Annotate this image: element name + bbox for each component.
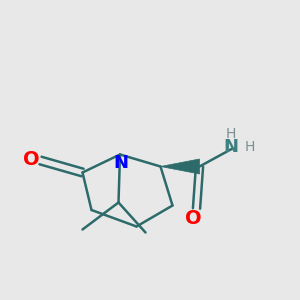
Text: O: O [22,150,39,169]
Text: H: H [245,140,255,154]
Polygon shape [160,159,200,174]
Text: O: O [184,209,201,229]
Text: N: N [224,138,238,156]
Text: H: H [226,127,236,141]
Text: N: N [113,154,128,172]
